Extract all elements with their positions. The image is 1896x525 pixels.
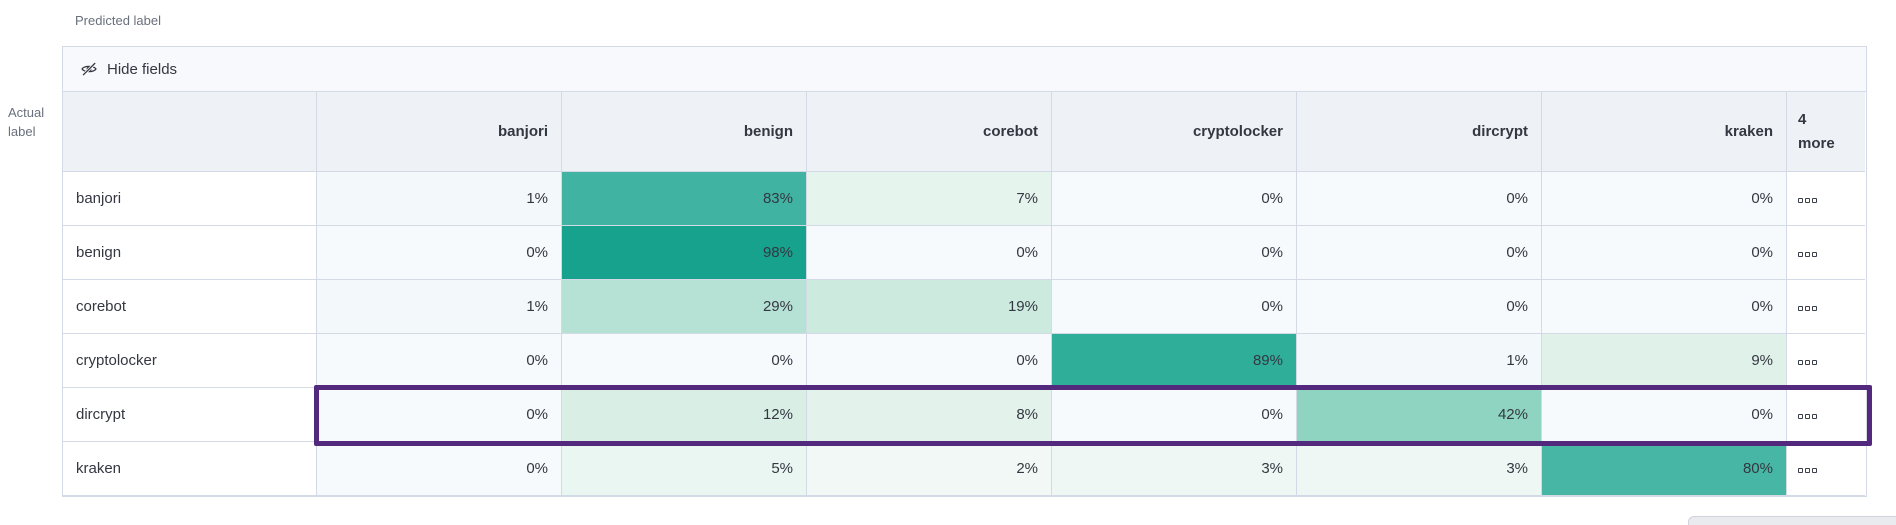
column-header-more[interactable]: 4 more bbox=[1787, 92, 1865, 172]
matrix-cell[interactable]: 0% bbox=[562, 334, 807, 388]
row-actions-button[interactable] bbox=[1787, 388, 1865, 442]
matrix-cell[interactable]: 0% bbox=[317, 226, 562, 280]
matrix-cell[interactable]: 5% bbox=[562, 442, 807, 496]
row-actions-button[interactable] bbox=[1787, 172, 1865, 226]
matrix-cell[interactable]: 42% bbox=[1297, 388, 1542, 442]
matrix-cell[interactable]: 0% bbox=[1297, 280, 1542, 334]
corner-header-cell bbox=[63, 92, 317, 172]
boxes-horizontal-icon bbox=[1798, 460, 1819, 477]
boxes-horizontal-icon bbox=[1798, 352, 1819, 369]
eye-closed-icon bbox=[80, 60, 98, 78]
matrix-cell[interactable]: 1% bbox=[1297, 334, 1542, 388]
matrix-cell[interactable]: 3% bbox=[1297, 442, 1542, 496]
hide-fields-label: Hide fields bbox=[107, 60, 178, 78]
column-header-benign[interactable]: benign bbox=[562, 92, 807, 172]
matrix-cell[interactable]: 80% bbox=[1542, 442, 1787, 496]
predicted-label: Predicted label bbox=[75, 13, 161, 28]
grid-toolbar: Hide fields bbox=[63, 47, 1866, 92]
column-header-banjori[interactable]: banjori bbox=[317, 92, 562, 172]
matrix-cell[interactable]: 0% bbox=[1542, 172, 1787, 226]
column-header-corebot[interactable]: corebot bbox=[807, 92, 1052, 172]
matrix-cell[interactable]: 0% bbox=[1052, 226, 1297, 280]
horizontal-scrollbar[interactable] bbox=[1688, 516, 1896, 525]
matrix-cell[interactable]: 0% bbox=[317, 388, 562, 442]
row-label[interactable]: kraken bbox=[63, 442, 317, 496]
matrix-cell[interactable]: 3% bbox=[1052, 442, 1297, 496]
matrix-cell[interactable]: 0% bbox=[1542, 388, 1787, 442]
matrix-cell[interactable]: 9% bbox=[1542, 334, 1787, 388]
matrix-cell[interactable]: 0% bbox=[1542, 226, 1787, 280]
boxes-horizontal-icon bbox=[1798, 406, 1819, 423]
row-label[interactable]: benign bbox=[63, 226, 317, 280]
column-header-cryptolocker[interactable]: cryptolocker bbox=[1052, 92, 1297, 172]
matrix-cell[interactable]: 89% bbox=[1052, 334, 1297, 388]
matrix-cell[interactable]: 0% bbox=[1052, 388, 1297, 442]
boxes-horizontal-icon bbox=[1798, 298, 1819, 315]
row-label[interactable]: corebot bbox=[63, 280, 317, 334]
matrix-cell[interactable]: 0% bbox=[1542, 280, 1787, 334]
row-actions-button[interactable] bbox=[1787, 226, 1865, 280]
column-header-kraken[interactable]: kraken bbox=[1542, 92, 1787, 172]
row-actions-button[interactable] bbox=[1787, 280, 1865, 334]
boxes-horizontal-icon bbox=[1798, 244, 1819, 261]
matrix-cell[interactable]: 0% bbox=[1052, 280, 1297, 334]
matrix-cell[interactable]: 0% bbox=[807, 226, 1052, 280]
matrix-cell[interactable]: 0% bbox=[1052, 172, 1297, 226]
matrix-cell[interactable]: 29% bbox=[562, 280, 807, 334]
row-actions-button[interactable] bbox=[1787, 442, 1865, 496]
matrix-cell[interactable]: 19% bbox=[807, 280, 1052, 334]
matrix-cell[interactable]: 12% bbox=[562, 388, 807, 442]
matrix-cell[interactable]: 1% bbox=[317, 172, 562, 226]
matrix-cell[interactable]: 0% bbox=[317, 442, 562, 496]
matrix-cell[interactable]: 98% bbox=[562, 226, 807, 280]
matrix-cell[interactable]: 1% bbox=[317, 280, 562, 334]
boxes-horizontal-icon bbox=[1798, 190, 1819, 207]
matrix-cell[interactable]: 83% bbox=[562, 172, 807, 226]
hide-fields-button[interactable]: Hide fields bbox=[80, 60, 177, 78]
matrix-table: banjori benign corebot cryptolocker dirc… bbox=[63, 92, 1866, 496]
row-label[interactable]: banjori bbox=[63, 172, 317, 226]
column-header-dircrypt[interactable]: dircrypt bbox=[1297, 92, 1542, 172]
confusion-matrix-grid: Hide fields banjori benign corebot crypt… bbox=[62, 46, 1872, 497]
matrix-cell[interactable]: 0% bbox=[1297, 172, 1542, 226]
row-actions-button[interactable] bbox=[1787, 334, 1865, 388]
row-label[interactable]: dircrypt bbox=[63, 388, 317, 442]
matrix-cell[interactable]: 2% bbox=[807, 442, 1052, 496]
matrix-cell[interactable]: 0% bbox=[1297, 226, 1542, 280]
row-label[interactable]: cryptolocker bbox=[63, 334, 317, 388]
matrix-cell[interactable]: 0% bbox=[807, 334, 1052, 388]
matrix-cell[interactable]: 8% bbox=[807, 388, 1052, 442]
matrix-cell[interactable]: 7% bbox=[807, 172, 1052, 226]
matrix-cell[interactable]: 0% bbox=[317, 334, 562, 388]
actual-label: Actual label bbox=[8, 105, 45, 139]
